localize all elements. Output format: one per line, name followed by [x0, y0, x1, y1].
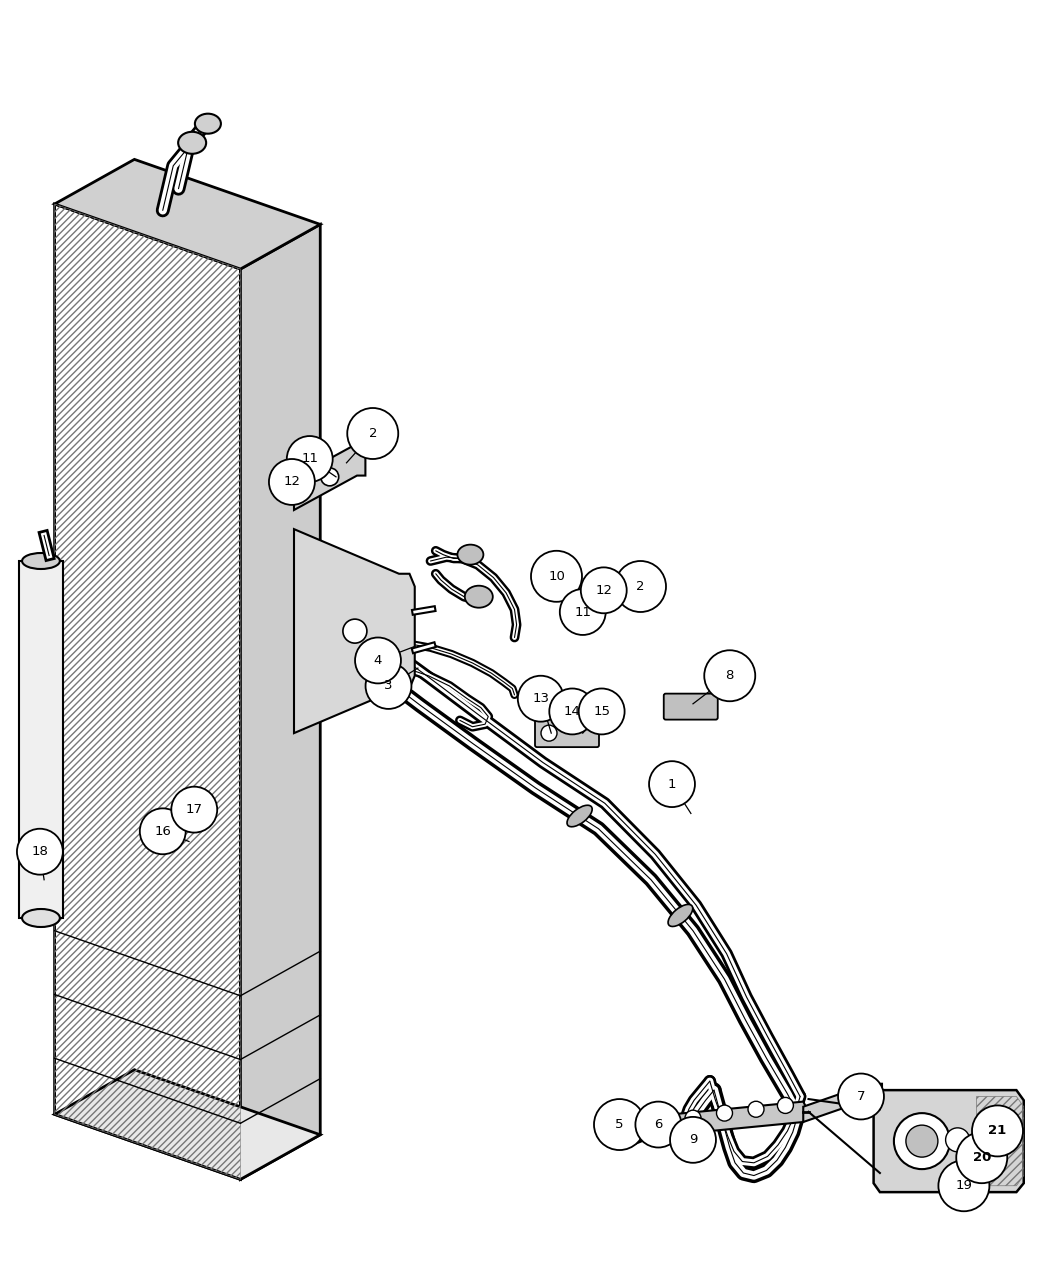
Polygon shape — [874, 1090, 1024, 1192]
Text: 4: 4 — [374, 654, 382, 667]
FancyBboxPatch shape — [536, 719, 598, 747]
Text: 19: 19 — [956, 1179, 972, 1192]
Text: 16: 16 — [154, 825, 171, 838]
Circle shape — [946, 1128, 969, 1151]
Circle shape — [269, 459, 315, 505]
Ellipse shape — [668, 904, 693, 927]
Text: 3: 3 — [384, 680, 393, 692]
Circle shape — [549, 688, 595, 734]
Text: 7: 7 — [857, 1090, 865, 1103]
Circle shape — [531, 551, 582, 602]
Circle shape — [957, 1132, 1007, 1183]
Text: 6: 6 — [654, 1118, 663, 1131]
Polygon shape — [55, 204, 240, 1179]
Circle shape — [541, 725, 556, 741]
Text: 17: 17 — [186, 803, 203, 816]
Circle shape — [320, 468, 339, 486]
Circle shape — [594, 1099, 645, 1150]
Text: 5: 5 — [615, 1118, 624, 1131]
Text: 12: 12 — [595, 584, 612, 597]
Circle shape — [365, 663, 412, 709]
Circle shape — [140, 808, 186, 854]
Circle shape — [716, 1105, 733, 1121]
Polygon shape — [55, 159, 320, 269]
Circle shape — [287, 436, 333, 482]
Text: 18: 18 — [32, 845, 48, 858]
Circle shape — [560, 589, 606, 635]
Circle shape — [972, 1105, 1023, 1156]
Circle shape — [658, 1117, 675, 1132]
Text: 13: 13 — [532, 692, 549, 705]
Text: 8: 8 — [726, 669, 734, 682]
Polygon shape — [55, 1070, 320, 1179]
Circle shape — [939, 1160, 989, 1211]
Circle shape — [635, 1102, 681, 1148]
Text: 9: 9 — [689, 1133, 697, 1146]
Circle shape — [579, 688, 625, 734]
Text: 2: 2 — [369, 427, 377, 440]
Polygon shape — [638, 1102, 808, 1137]
Circle shape — [685, 1111, 701, 1126]
Text: 15: 15 — [593, 705, 610, 718]
Text: 10: 10 — [548, 570, 565, 583]
Ellipse shape — [195, 113, 220, 134]
Text: 12: 12 — [284, 476, 300, 488]
Circle shape — [171, 787, 217, 833]
Circle shape — [649, 761, 695, 807]
Ellipse shape — [458, 544, 483, 565]
FancyBboxPatch shape — [664, 694, 718, 719]
Ellipse shape — [567, 806, 592, 826]
Text: 14: 14 — [564, 705, 581, 718]
Ellipse shape — [22, 909, 60, 927]
Polygon shape — [803, 1084, 882, 1122]
Circle shape — [748, 1102, 764, 1117]
Text: 2: 2 — [636, 580, 645, 593]
Circle shape — [17, 829, 63, 875]
Circle shape — [777, 1098, 794, 1113]
Circle shape — [838, 1074, 884, 1119]
Circle shape — [581, 567, 627, 613]
Circle shape — [705, 650, 755, 701]
Polygon shape — [19, 561, 63, 918]
Circle shape — [615, 561, 666, 612]
Circle shape — [348, 408, 398, 459]
Circle shape — [355, 638, 401, 683]
Text: 11: 11 — [301, 453, 318, 465]
Ellipse shape — [178, 131, 206, 154]
Circle shape — [518, 676, 564, 722]
Text: 11: 11 — [574, 606, 591, 618]
Circle shape — [343, 620, 366, 643]
Circle shape — [894, 1113, 950, 1169]
Ellipse shape — [22, 553, 60, 569]
Text: 20: 20 — [972, 1151, 991, 1164]
Polygon shape — [294, 529, 415, 733]
Polygon shape — [240, 224, 320, 1179]
Ellipse shape — [465, 585, 492, 608]
Text: 1: 1 — [668, 778, 676, 790]
Polygon shape — [294, 444, 365, 510]
Text: 21: 21 — [988, 1125, 1007, 1137]
Circle shape — [670, 1117, 716, 1163]
Circle shape — [906, 1125, 938, 1158]
